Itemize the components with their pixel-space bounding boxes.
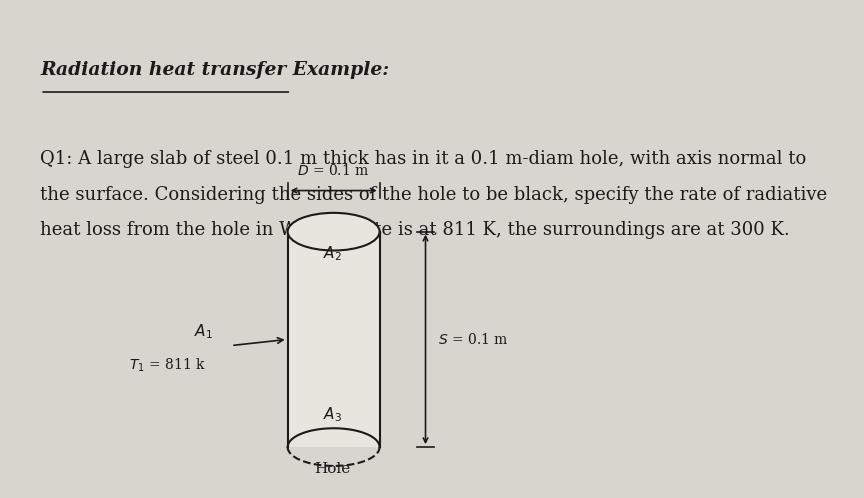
Text: $A_1$: $A_1$ bbox=[194, 322, 213, 341]
Text: $A_2$: $A_2$ bbox=[323, 245, 341, 263]
Text: Hole: Hole bbox=[314, 462, 350, 477]
Text: Radiation heat transfer Example:: Radiation heat transfer Example: bbox=[41, 61, 390, 79]
Text: $T_1$ = 811 k: $T_1$ = 811 k bbox=[130, 357, 206, 374]
Ellipse shape bbox=[288, 213, 379, 250]
Text: $S$ = 0.1 m: $S$ = 0.1 m bbox=[438, 332, 509, 347]
Text: heat loss from the hole in W. The plate is at 811 K, the surroundings are at 300: heat loss from the hole in W. The plate … bbox=[41, 221, 790, 239]
Text: $A_3$: $A_3$ bbox=[322, 405, 342, 424]
Text: Q1: A large slab of steel 0.1 m thick has in it a 0.1 m-diam hole, with axis nor: Q1: A large slab of steel 0.1 m thick ha… bbox=[41, 150, 806, 168]
Polygon shape bbox=[288, 232, 379, 447]
Text: the surface. Considering the sides of the hole to be black, specify the rate of : the surface. Considering the sides of th… bbox=[41, 186, 828, 204]
Text: $D$ = 0.1 m: $D$ = 0.1 m bbox=[297, 163, 370, 178]
